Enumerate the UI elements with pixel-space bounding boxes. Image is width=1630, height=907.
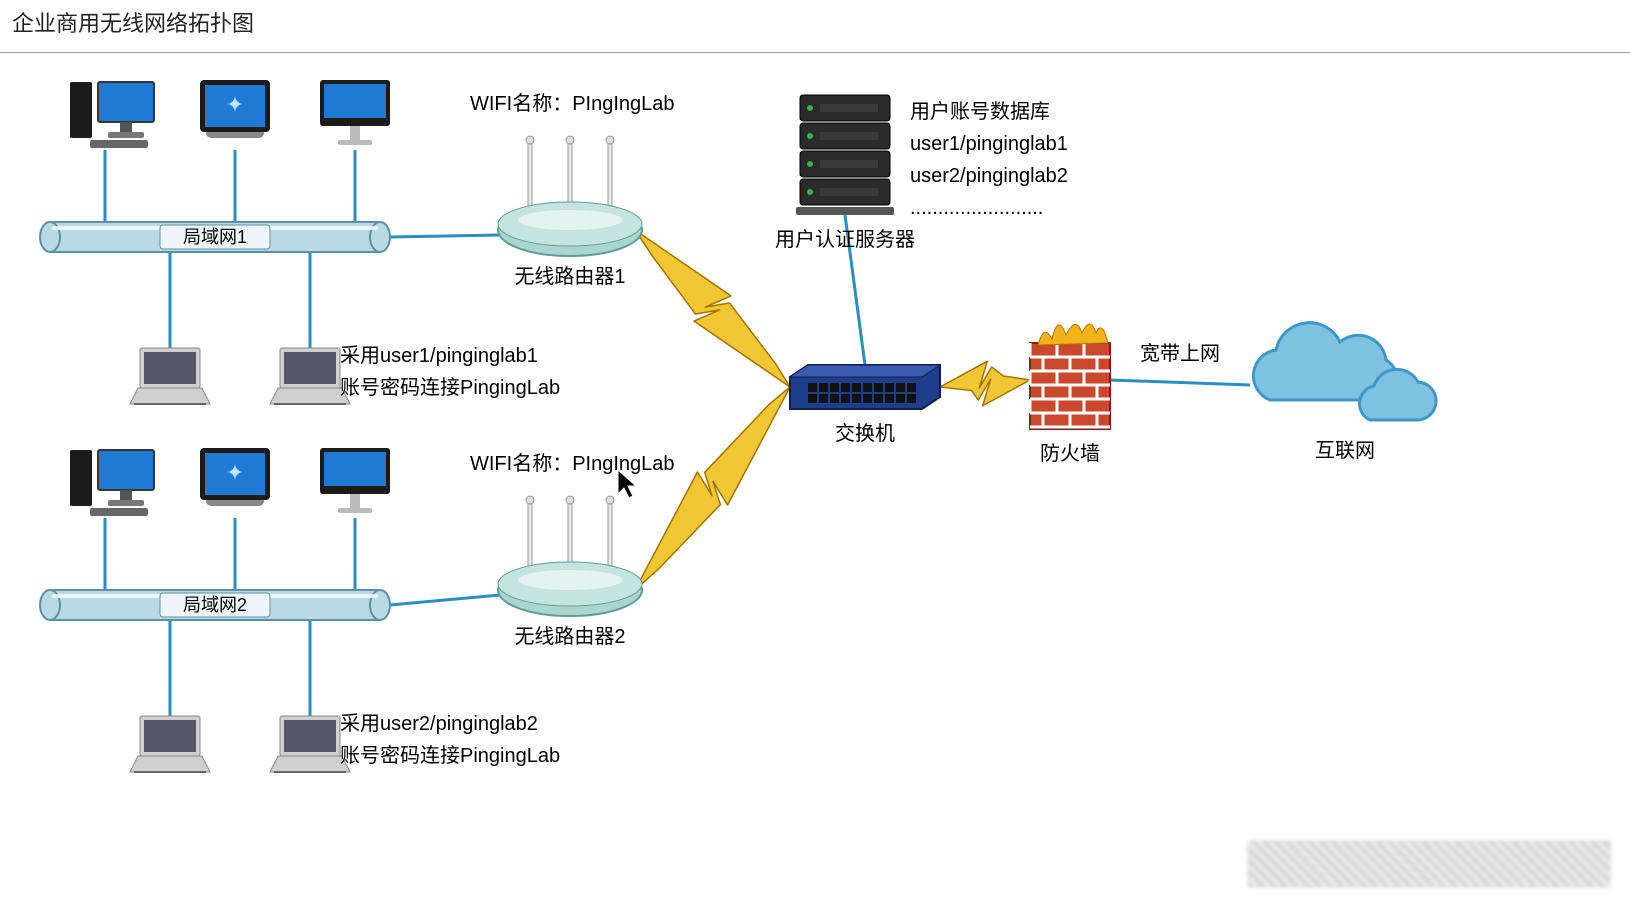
- desktop-icon: [70, 82, 154, 148]
- watermark: [1248, 841, 1610, 887]
- laptop-icon: [270, 348, 350, 404]
- text-wifi2: WIFI名称：PIngIngLab: [470, 448, 675, 480]
- laptop-icon: [270, 716, 350, 772]
- text-wifi1: WIFI名称：PIngIngLab: [470, 88, 675, 120]
- lan-cable: 局域网2: [40, 590, 390, 620]
- text-note1: 采用user1/pinginglab1 账号密码连接PingingLab: [340, 340, 560, 404]
- svg-text:局域网2: 局域网2: [183, 595, 247, 615]
- svg-text:✦: ✦: [226, 460, 244, 485]
- svg-text:✦: ✦: [226, 92, 244, 117]
- diagram-canvas: 企业商用无线网络拓扑图 局域网1局域网2✦✦ 无线路由器1无线路由器2用户认证服…: [0, 0, 1630, 907]
- tablet-icon: ✦: [200, 448, 270, 506]
- node-label: 防火墙: [970, 437, 1170, 466]
- node-label: 交换机: [765, 417, 965, 446]
- node-label: 用户认证服务器: [745, 223, 945, 252]
- text-broadband: 宽带上网: [1140, 338, 1220, 370]
- node-label: 互联网: [1245, 434, 1445, 463]
- tablet-icon: ✦: [200, 80, 270, 138]
- svg-text:局域网1: 局域网1: [183, 227, 247, 247]
- firewall-icon: [1030, 324, 1110, 429]
- lan-cable: 局域网1: [40, 222, 390, 252]
- switch-icon: [790, 365, 940, 409]
- cloud-icon: [1253, 323, 1436, 420]
- text-userdb: 用户账号数据库 user1/pinginglab1 user2/pingingl…: [910, 96, 1068, 224]
- server-icon: [796, 95, 894, 215]
- router-icon: [498, 496, 642, 616]
- text-note2: 采用user2/pinginglab2 账号密码连接PingingLab: [340, 708, 560, 772]
- node-label: 无线路由器1: [470, 260, 670, 289]
- imac-icon: [320, 448, 390, 513]
- desktop-icon: [70, 450, 154, 516]
- laptop-icon: [130, 716, 210, 772]
- node-label: 无线路由器2: [470, 620, 670, 649]
- laptop-icon: [130, 348, 210, 404]
- imac-icon: [320, 80, 390, 145]
- router-icon: [498, 136, 642, 256]
